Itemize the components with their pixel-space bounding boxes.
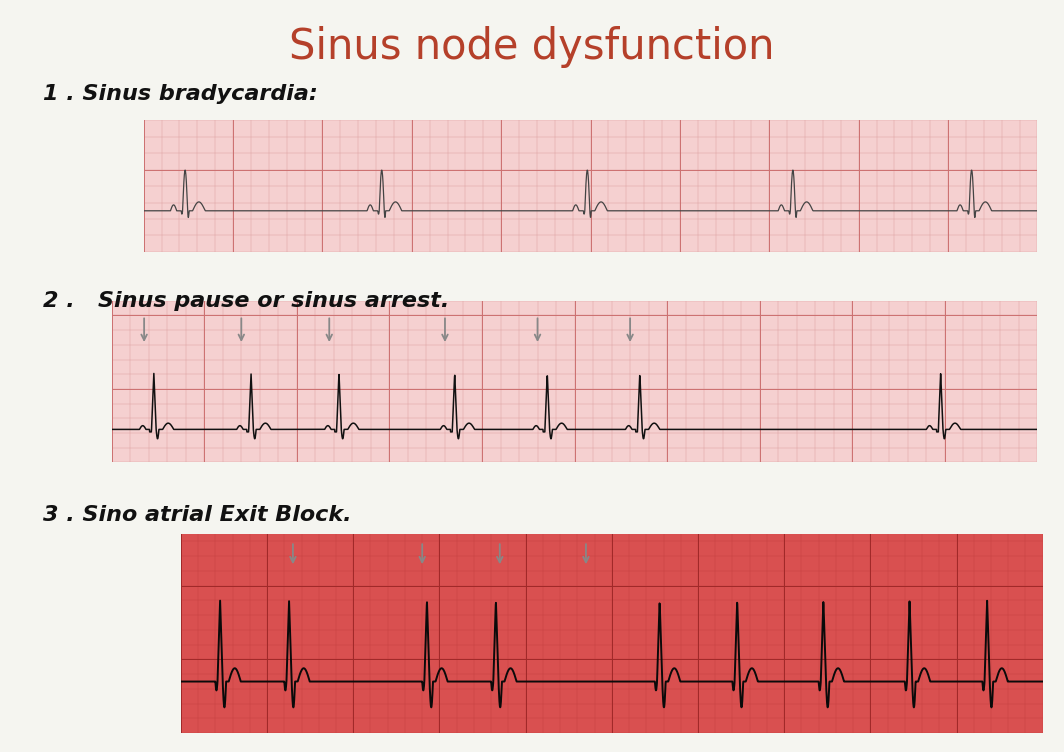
Text: 2 .   Sinus pause or sinus arrest.: 2 . Sinus pause or sinus arrest.: [43, 291, 449, 311]
Text: 3 . Sino atrial Exit Block.: 3 . Sino atrial Exit Block.: [43, 505, 351, 525]
Text: 1 . Sinus bradycardia:: 1 . Sinus bradycardia:: [43, 84, 317, 104]
Text: Sinus node dysfunction: Sinus node dysfunction: [289, 26, 775, 68]
